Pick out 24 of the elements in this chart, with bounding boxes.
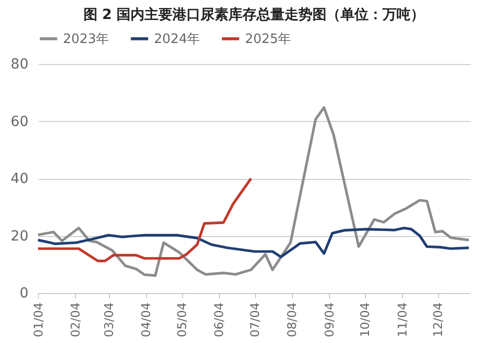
x-tick-label: 02/04 — [68, 302, 83, 338]
x-tick-label: 06/04 — [212, 302, 226, 338]
x-tick-label: 04/04 — [139, 302, 154, 338]
y-tick-label: 20 — [10, 228, 28, 244]
legend-label: 2024年 — [154, 32, 200, 47]
line-series — [36, 177, 252, 262]
x-tick-label: 07/04 — [248, 302, 262, 338]
line-series — [36, 106, 470, 277]
y-tick-label: 60 — [10, 114, 28, 130]
line-series — [36, 226, 470, 258]
x-tick-label: 05/04 — [175, 302, 190, 338]
chart-title: 图 2 国内主要港口尿素库存总量走势图（单位：万吨） — [83, 6, 425, 23]
legend-label: 2025年 — [245, 32, 292, 47]
x-tick-label: 03/04 — [102, 302, 116, 338]
y-tick-label: 40 — [10, 171, 28, 187]
y-tick-label: 0 — [20, 286, 28, 302]
x-tick-label: 09/04 — [322, 302, 336, 338]
x-tick-label: 10/04 — [358, 302, 372, 338]
x-tick-label: 11/04 — [395, 302, 410, 338]
legend-label: 2023年 — [63, 32, 110, 47]
x-tick-label: 08/04 — [285, 302, 300, 338]
x-tick-label: 01/04 — [32, 302, 46, 338]
x-tick-label: 12/04 — [431, 302, 446, 338]
y-tick-label: 80 — [10, 56, 28, 72]
